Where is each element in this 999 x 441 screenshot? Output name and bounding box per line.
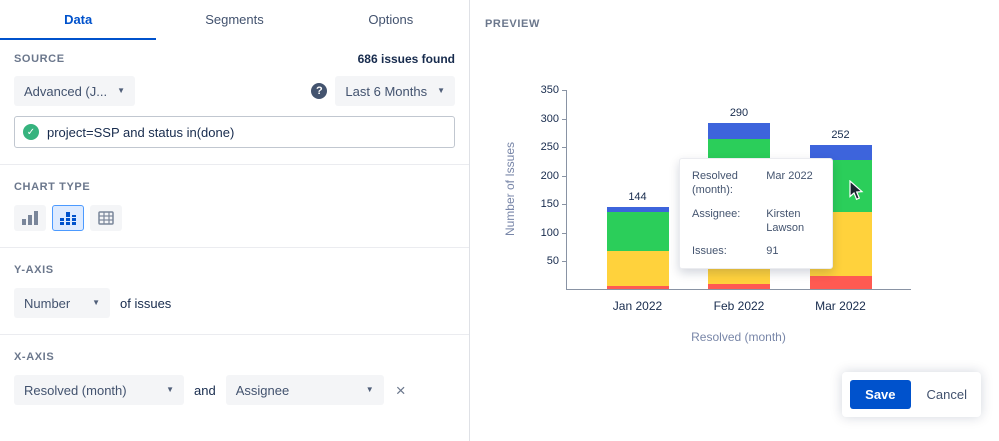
preview-label: PREVIEW bbox=[485, 18, 540, 30]
bar-segment-blue[interactable] bbox=[606, 206, 669, 213]
tabbar: Data Segments Options bbox=[0, 0, 469, 40]
x-axis-title: Resolved (month) bbox=[691, 330, 786, 344]
valid-check-icon: ✓ bbox=[23, 124, 39, 140]
bar-jan-2022[interactable]: 144 Jan 2022 bbox=[606, 190, 669, 313]
chart-type-stacked-bar-button[interactable] bbox=[52, 205, 84, 231]
chevron-down-icon: ▼ bbox=[437, 86, 445, 95]
x-tick-label: Feb 2022 bbox=[713, 299, 765, 313]
tooltip-value: Mar 2022 bbox=[766, 170, 813, 182]
chevron-down-icon: ▼ bbox=[92, 298, 100, 307]
x-axis-primary-dropdown[interactable]: Resolved (month) ▼ bbox=[14, 375, 184, 405]
issues-found-count: 686 issues found bbox=[357, 52, 455, 66]
bar-segment-yellow[interactable] bbox=[606, 251, 669, 286]
stacked-bar-chart-icon bbox=[60, 212, 76, 225]
bar-total-label: 252 bbox=[831, 129, 850, 142]
x-axis-section: X-AXIS Resolved (month) ▼ and Assignee ▼… bbox=[0, 335, 469, 421]
y-tick-label: 300 bbox=[540, 112, 559, 125]
chevron-down-icon: ▼ bbox=[365, 385, 374, 394]
chevron-down-icon: ▼ bbox=[117, 86, 126, 95]
chart-type-bar-button[interactable] bbox=[14, 205, 46, 231]
y-tick-mark bbox=[562, 147, 567, 149]
bar-total-label: 290 bbox=[729, 107, 749, 120]
x-axis-conjunction: and bbox=[194, 382, 216, 398]
y-tick-mark bbox=[562, 90, 567, 91]
save-button[interactable]: Save bbox=[850, 380, 911, 409]
jql-query-field[interactable]: ✓ bbox=[14, 116, 455, 148]
bar-segment-red[interactable] bbox=[809, 276, 872, 289]
tooltip-label: Resolved (month): bbox=[692, 170, 738, 197]
tooltip-value: Kirsten Lawson bbox=[766, 207, 805, 234]
tooltip-label: Issues: bbox=[692, 245, 727, 258]
y-tick-label: 350 bbox=[540, 84, 559, 96]
chart-type-section: CHART TYPE bbox=[0, 165, 469, 248]
bar-segment-red[interactable] bbox=[708, 284, 770, 289]
y-tick-label: 250 bbox=[540, 141, 559, 154]
y-axis-title: Number of Issues bbox=[503, 141, 517, 236]
x-axis-secondary-dropdown[interactable]: Assignee ▼ bbox=[225, 375, 384, 405]
remove-x-axis-button[interactable]: × bbox=[395, 380, 406, 400]
y-axis-suffix: of issues bbox=[120, 295, 172, 311]
y-tick-label: 50 bbox=[546, 255, 559, 268]
bar-segment-blue[interactable] bbox=[708, 123, 770, 140]
tab-options[interactable]: Options bbox=[368, 11, 414, 27]
y-axis-metric-dropdown[interactable]: Number ▼ bbox=[14, 288, 110, 318]
bar-segment-green[interactable] bbox=[606, 212, 669, 252]
tab-data[interactable]: Data bbox=[0, 0, 157, 40]
date-range-value: Last 6 Months bbox=[345, 83, 428, 99]
chart-builder-panel: Data Segments Options SOURCE 686 issues … bbox=[0, 0, 470, 441]
x-tick-label: Jan 2022 bbox=[612, 299, 663, 313]
mouse-cursor-icon bbox=[847, 179, 864, 206]
y-tick-mark bbox=[562, 232, 567, 234]
y-tick-mark bbox=[562, 118, 567, 120]
y-tick-label: 150 bbox=[540, 198, 559, 211]
date-range-dropdown[interactable]: Last 6 Months ▼ bbox=[335, 76, 455, 106]
help-icon[interactable]: ? bbox=[311, 83, 328, 99]
chart-type-label: CHART TYPE bbox=[14, 181, 91, 193]
table-icon bbox=[98, 211, 114, 225]
y-tick-mark bbox=[562, 175, 567, 177]
source-label: SOURCE bbox=[14, 53, 65, 65]
tab-segments[interactable]: Segments bbox=[205, 11, 264, 27]
chevron-down-icon: ▼ bbox=[166, 385, 174, 394]
project-source-value: Advanced (J... bbox=[24, 83, 108, 99]
bar-segment-blue[interactable] bbox=[809, 145, 872, 160]
source-section: SOURCE 686 issues found Advanced (J... ▼… bbox=[0, 40, 469, 165]
cancel-button[interactable]: Cancel bbox=[921, 380, 973, 409]
y-tick-label: 100 bbox=[540, 226, 559, 239]
x-axis-secondary-value: Assignee bbox=[235, 382, 290, 398]
chart-type-table-button[interactable] bbox=[90, 205, 122, 231]
y-tick-mark bbox=[562, 261, 567, 263]
tooltip-label: Assignee: bbox=[692, 207, 741, 220]
jql-query-input[interactable] bbox=[47, 124, 446, 140]
y-axis-section: Y-AXIS Number ▼ of issues bbox=[0, 248, 469, 335]
chart-tooltip: Resolved (month): Mar 2022 Assignee: Kir… bbox=[679, 158, 833, 270]
x-axis-label: X-AXIS bbox=[14, 351, 55, 363]
bar-stack bbox=[606, 206, 669, 289]
y-tick-label: 200 bbox=[540, 169, 559, 182]
actions-card: Save Cancel bbox=[842, 372, 981, 417]
x-tick-label: Mar 2022 bbox=[815, 299, 866, 313]
y-axis-label: Y-AXIS bbox=[14, 264, 54, 276]
preview-panel: PREVIEW Number of Issues 50 100 150 200 250 3… bbox=[471, 0, 999, 441]
y-axis-metric-value: Number bbox=[24, 295, 71, 311]
bar-total-label: 144 bbox=[628, 190, 647, 203]
bar-chart-icon bbox=[22, 211, 38, 225]
project-source-dropdown[interactable]: Advanced (J... ▼ bbox=[14, 76, 136, 106]
x-axis-primary-value: Resolved (month) bbox=[24, 382, 127, 398]
tooltip-value: 91 bbox=[766, 245, 779, 258]
y-tick-mark bbox=[562, 204, 567, 206]
bar-segment-red[interactable] bbox=[606, 285, 669, 289]
